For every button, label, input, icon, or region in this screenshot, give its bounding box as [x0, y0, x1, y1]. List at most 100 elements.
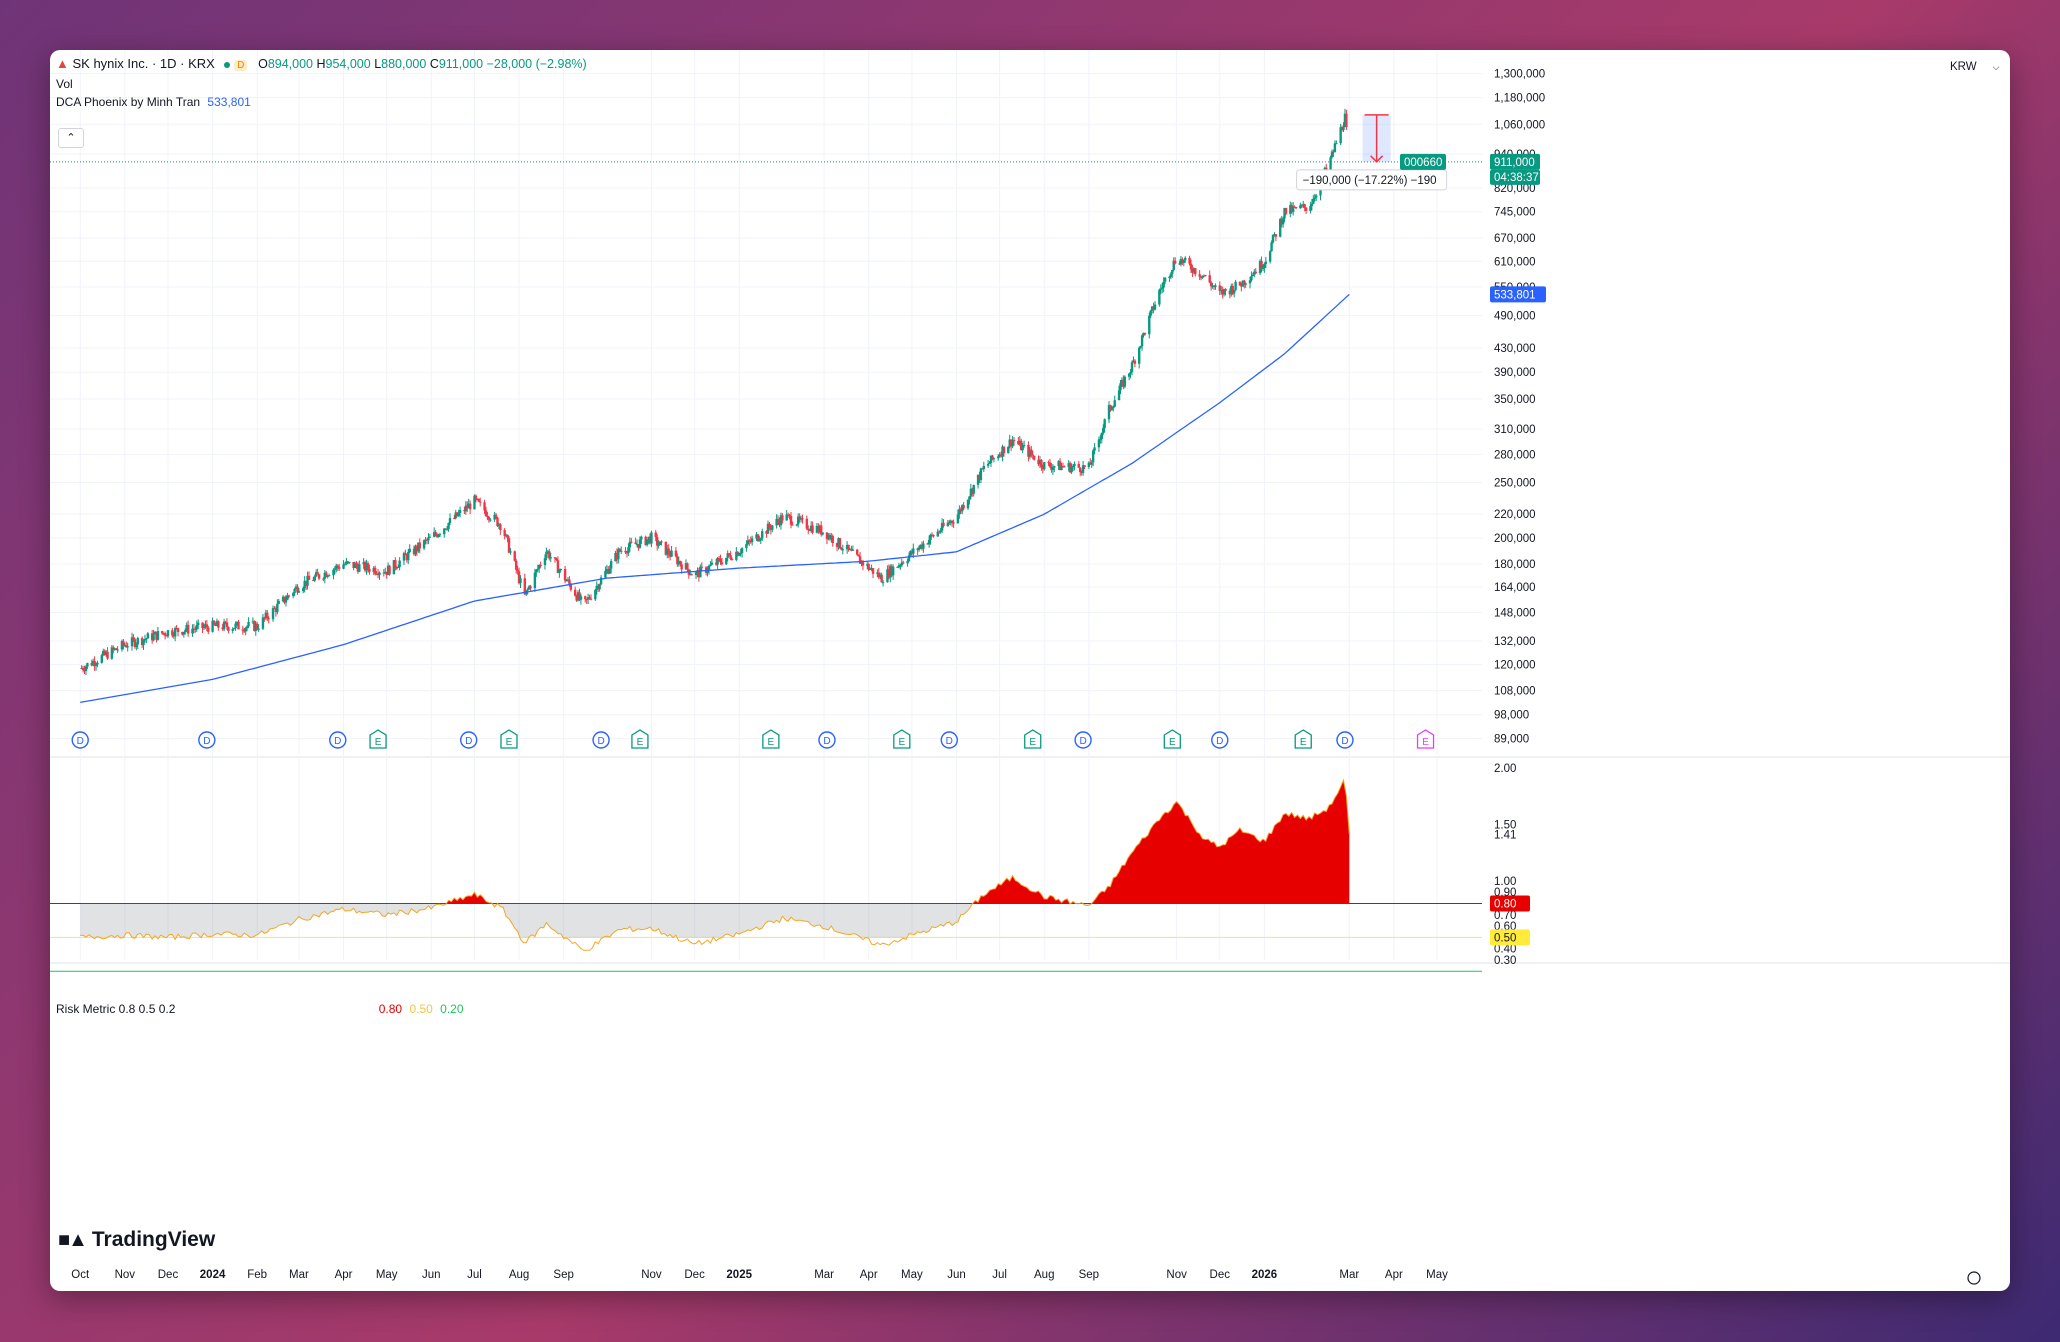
candle-body [950, 520, 954, 523]
candle-body [902, 562, 905, 564]
candle-body [776, 518, 780, 522]
candle-body [825, 532, 829, 540]
candle-body [1091, 450, 1095, 463]
collapse-legend-button[interactable]: ⌃ [58, 128, 84, 148]
indicator-legend[interactable]: DCA Phoenix by Minh Tran 533,801 [56, 95, 251, 109]
candle-body [981, 468, 984, 470]
candle-body [135, 644, 138, 647]
candle-body [906, 561, 909, 564]
candle-body [422, 540, 426, 549]
risk-legend[interactable]: Risk Metric 0.8 0.5 0.2 0.80 0.50 0.20 [56, 1002, 464, 1016]
candle-body [192, 628, 196, 630]
candle-body [838, 538, 842, 548]
candle-body [496, 517, 499, 527]
candle-body [1204, 275, 1207, 277]
candle-body [998, 454, 1001, 457]
candle-body [855, 549, 859, 555]
candle-body [1309, 206, 1312, 211]
candle-body [384, 571, 387, 574]
candle-body [1138, 347, 1141, 364]
candle-body [654, 532, 657, 538]
candle-body [539, 565, 542, 567]
candle-body [497, 524, 501, 527]
candle-body [566, 579, 570, 581]
candle-body [818, 525, 821, 533]
candle-body [247, 621, 250, 627]
candle-body [382, 572, 386, 574]
interval-badge: D [224, 56, 254, 71]
candle-body [588, 597, 591, 599]
candle-body [746, 540, 750, 545]
candle-body [658, 541, 662, 545]
candle-body [614, 552, 617, 562]
currency-selector[interactable]: KRW ⌵ [1950, 61, 2000, 73]
x-tick-label: Mar [289, 1269, 309, 1281]
candle-body [684, 563, 688, 570]
x-tick-label: Sep [553, 1269, 573, 1281]
candle-body [435, 534, 439, 537]
candle-body [699, 566, 702, 578]
x-tick-label: Jun [422, 1269, 441, 1281]
candle-body [307, 575, 311, 580]
candle-body [1222, 288, 1226, 295]
symbol-title[interactable]: SK hynix Inc. · 1D · KRX [72, 56, 215, 71]
candle-body [1273, 234, 1276, 236]
candle-body [769, 527, 773, 530]
candle-body [96, 662, 99, 665]
candle-body [86, 663, 89, 667]
candle-body [650, 532, 653, 544]
volume-legend[interactable]: Vol [56, 77, 73, 91]
candle-body [479, 501, 482, 503]
dividend-marker-label: D [946, 736, 953, 747]
y-tick-label: 280,000 [1494, 449, 1536, 461]
candle-body [589, 598, 593, 600]
settings-gear-icon[interactable] [1967, 1271, 1981, 1285]
candle-body [1332, 151, 1335, 153]
candle-body [526, 589, 529, 591]
candle-body [463, 510, 466, 512]
candle-body [312, 579, 315, 581]
candle-body [759, 538, 762, 541]
earnings-marker [631, 729, 649, 749]
candle-body [807, 528, 810, 531]
candle-body [1008, 439, 1011, 447]
candle-body [1028, 449, 1032, 457]
dividend-marker-label: D [1079, 736, 1086, 747]
candle-body [363, 562, 367, 571]
candle-body [1271, 234, 1275, 243]
candle-body [638, 539, 642, 548]
candle-body [1050, 466, 1053, 470]
candle-body [499, 524, 502, 531]
tradingview-logo[interactable]: ■▲ TradingView [58, 1228, 216, 1251]
candle-body [1159, 288, 1162, 290]
candle-body [664, 541, 668, 555]
symbol-logo-icon: ▲ [56, 56, 69, 71]
chart-canvas[interactable]: 1,300,0001,180,0001,060,000940,000820,00… [50, 50, 2010, 1291]
candle-body [940, 522, 944, 531]
candle-body [958, 509, 961, 515]
candle-body [835, 543, 839, 547]
candle-body [130, 637, 134, 647]
candle-body [392, 560, 396, 575]
candle-body [1129, 372, 1132, 374]
candle-body [890, 566, 893, 576]
candle-body [304, 580, 308, 586]
candle-body [1007, 446, 1010, 454]
candle-body [373, 567, 377, 574]
candle-body [284, 599, 288, 603]
candle-body [745, 544, 748, 549]
candle-body [750, 538, 754, 543]
candle-body [417, 542, 420, 552]
candle-body [1254, 271, 1257, 274]
candle-body [513, 551, 516, 561]
last-price-tag: 911,000 [1494, 157, 1535, 169]
candle-body [231, 629, 234, 631]
candle-body [217, 621, 220, 628]
candle-body [1102, 427, 1105, 434]
candle-body [468, 503, 472, 510]
candle-body [273, 608, 276, 610]
candle-body [114, 648, 118, 650]
candle-body [861, 560, 865, 566]
candle-body [251, 621, 255, 623]
candle-body [761, 531, 764, 539]
